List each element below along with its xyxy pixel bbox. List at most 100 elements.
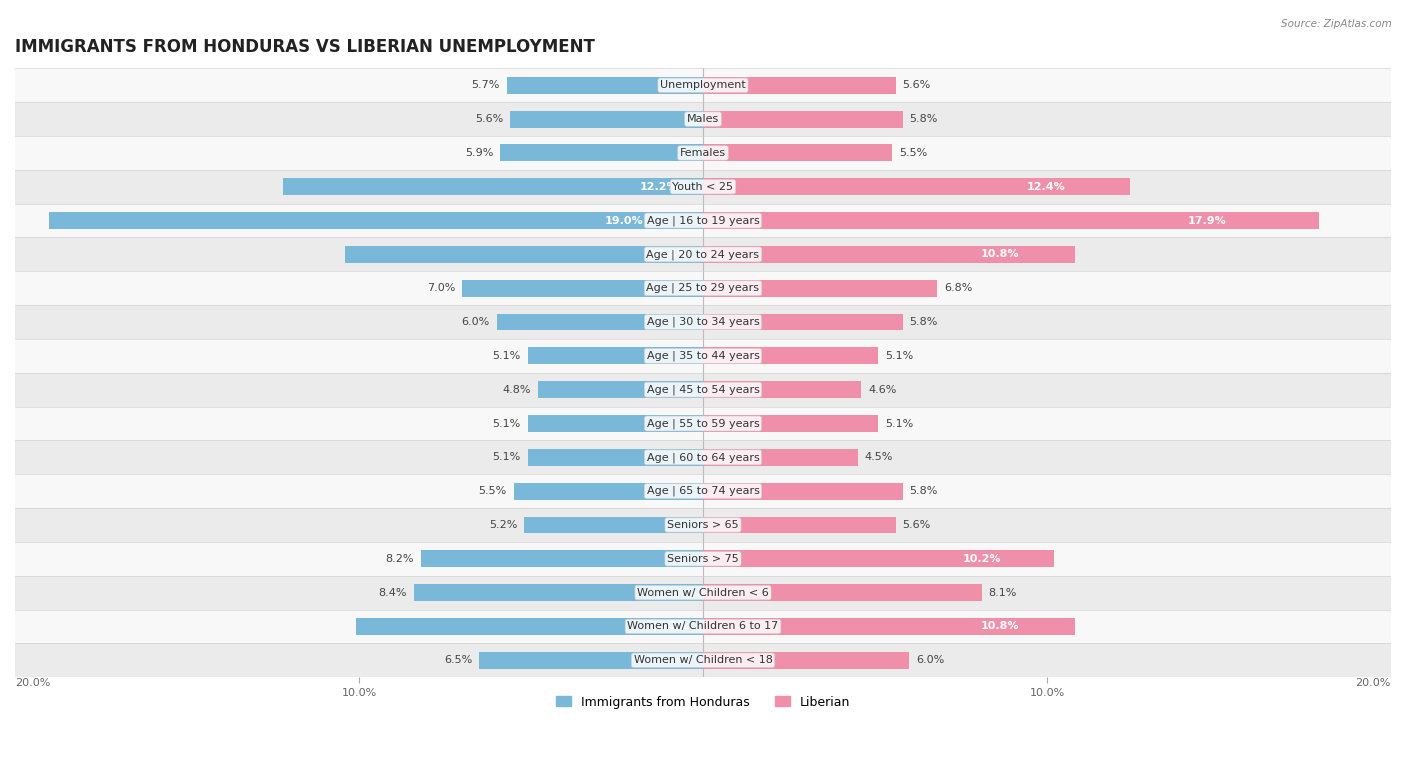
Bar	[15, 576, 1391, 609]
Text: Age | 55 to 59 years: Age | 55 to 59 years	[647, 419, 759, 428]
Text: 6.5%: 6.5%	[444, 656, 472, 665]
Text: 8.1%: 8.1%	[988, 587, 1017, 597]
Text: 6.0%: 6.0%	[917, 656, 945, 665]
Bar	[15, 508, 1391, 542]
Text: 10.1%: 10.1%	[651, 621, 689, 631]
Text: Seniors > 65: Seniors > 65	[668, 520, 738, 530]
Bar	[703, 347, 879, 364]
Bar	[703, 179, 1129, 195]
Bar	[703, 382, 862, 398]
Text: Age | 25 to 29 years: Age | 25 to 29 years	[647, 283, 759, 294]
Text: Age | 45 to 54 years: Age | 45 to 54 years	[647, 385, 759, 395]
Text: 5.1%: 5.1%	[886, 350, 914, 361]
Text: 5.7%: 5.7%	[471, 80, 501, 90]
Text: 5.1%: 5.1%	[492, 453, 520, 463]
Bar	[15, 238, 1391, 271]
Bar	[524, 516, 703, 534]
Bar	[501, 145, 703, 161]
Text: Age | 16 to 19 years: Age | 16 to 19 years	[647, 215, 759, 226]
Bar	[703, 652, 910, 668]
Bar	[703, 516, 896, 534]
Bar	[15, 643, 1391, 678]
Bar	[508, 76, 703, 94]
Bar	[413, 584, 703, 601]
Bar	[15, 372, 1391, 407]
Bar	[703, 415, 879, 432]
Bar	[527, 415, 703, 432]
Text: 6.8%: 6.8%	[943, 283, 972, 293]
Bar	[496, 313, 703, 331]
Text: 10.8%: 10.8%	[980, 621, 1019, 631]
Legend: Immigrants from Honduras, Liberian: Immigrants from Honduras, Liberian	[551, 690, 855, 714]
Bar	[15, 204, 1391, 238]
Text: 5.5%: 5.5%	[478, 486, 508, 496]
Bar	[527, 347, 703, 364]
Text: 5.1%: 5.1%	[886, 419, 914, 428]
Bar	[479, 652, 703, 668]
Text: Age | 65 to 74 years: Age | 65 to 74 years	[647, 486, 759, 497]
Text: 5.5%: 5.5%	[898, 148, 928, 158]
Text: 12.4%: 12.4%	[1026, 182, 1066, 192]
Bar	[15, 339, 1391, 372]
Text: 5.6%: 5.6%	[475, 114, 503, 124]
Text: Females: Females	[681, 148, 725, 158]
Bar	[15, 68, 1391, 102]
Text: 5.8%: 5.8%	[910, 114, 938, 124]
Text: 5.6%: 5.6%	[903, 80, 931, 90]
Bar	[356, 618, 703, 635]
Bar	[703, 313, 903, 331]
Bar	[15, 170, 1391, 204]
Bar	[513, 483, 703, 500]
Bar	[49, 212, 703, 229]
Text: 5.8%: 5.8%	[910, 317, 938, 327]
Bar	[420, 550, 703, 567]
Bar	[703, 212, 1319, 229]
Bar	[703, 483, 903, 500]
Text: 8.2%: 8.2%	[385, 554, 413, 564]
Bar	[703, 449, 858, 466]
Bar	[703, 618, 1074, 635]
Text: 10.2%: 10.2%	[963, 554, 1001, 564]
Bar	[15, 542, 1391, 576]
Text: 4.8%: 4.8%	[502, 385, 531, 394]
Bar	[346, 246, 703, 263]
Text: 6.0%: 6.0%	[461, 317, 489, 327]
Bar	[703, 246, 1074, 263]
Text: Age | 30 to 34 years: Age | 30 to 34 years	[647, 316, 759, 327]
Bar	[527, 449, 703, 466]
Bar	[284, 179, 703, 195]
Text: 4.6%: 4.6%	[868, 385, 897, 394]
Text: Women w/ Children < 6: Women w/ Children < 6	[637, 587, 769, 597]
Bar	[510, 111, 703, 128]
Text: 4.5%: 4.5%	[865, 453, 893, 463]
Text: 7.0%: 7.0%	[427, 283, 456, 293]
Text: 20.0%: 20.0%	[15, 678, 51, 688]
Text: Males: Males	[688, 114, 718, 124]
Text: Source: ZipAtlas.com: Source: ZipAtlas.com	[1281, 19, 1392, 29]
Text: 5.9%: 5.9%	[465, 148, 494, 158]
Text: Seniors > 75: Seniors > 75	[666, 554, 740, 564]
Bar	[15, 136, 1391, 170]
Text: Unemployment: Unemployment	[661, 80, 745, 90]
Text: 5.1%: 5.1%	[492, 350, 520, 361]
Bar	[703, 76, 896, 94]
Bar	[15, 271, 1391, 305]
Bar	[463, 280, 703, 297]
Bar	[703, 145, 893, 161]
Bar	[703, 280, 936, 297]
Text: IMMIGRANTS FROM HONDURAS VS LIBERIAN UNEMPLOYMENT: IMMIGRANTS FROM HONDURAS VS LIBERIAN UNE…	[15, 38, 595, 56]
Bar	[15, 441, 1391, 474]
Bar	[15, 609, 1391, 643]
Bar	[538, 382, 703, 398]
Text: 10.8%: 10.8%	[980, 249, 1019, 260]
Text: Youth < 25: Youth < 25	[672, 182, 734, 192]
Bar	[703, 550, 1054, 567]
Text: 5.1%: 5.1%	[492, 419, 520, 428]
Text: 5.6%: 5.6%	[903, 520, 931, 530]
Bar	[15, 102, 1391, 136]
Bar	[703, 111, 903, 128]
Text: Women w/ Children < 18: Women w/ Children < 18	[634, 656, 772, 665]
Text: Age | 20 to 24 years: Age | 20 to 24 years	[647, 249, 759, 260]
Text: 8.4%: 8.4%	[378, 587, 408, 597]
Text: Age | 60 to 64 years: Age | 60 to 64 years	[647, 452, 759, 463]
